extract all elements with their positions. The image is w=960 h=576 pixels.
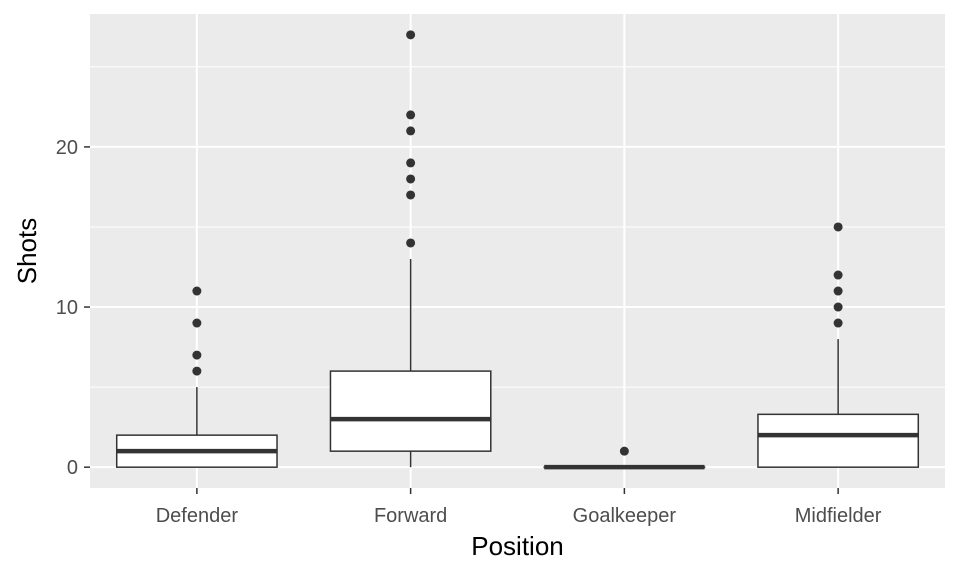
outlier-point [619,446,629,456]
x-tick-label: Goalkeeper [573,505,677,527]
outlier-point [833,222,843,232]
boxes-group [115,30,920,470]
iqr-box [757,413,920,468]
iqr-box [329,370,492,452]
x-tick-label: Forward [374,505,447,527]
y-tick-label: 10 [56,297,78,319]
y-axis-title: Shots [12,218,42,285]
y-axis: 0 10 20 [56,137,90,479]
outlier-point [406,238,416,248]
outlier-point [833,302,843,312]
box-defender [115,286,278,468]
x-tick-label: Defender [156,505,239,527]
x-tick-label: Midfielder [795,505,882,527]
box-goalkeeper [543,446,706,470]
outlier-point [192,286,202,296]
y-tick-label: 20 [56,137,78,159]
outlier-point [406,126,416,136]
outlier-point [406,174,416,184]
y-tick-label: 0 [67,457,78,479]
box-forward [329,30,492,468]
outlier-point [406,110,416,120]
x-axis-title: Position [471,531,564,561]
outlier-point [833,270,843,280]
x-axis: Defender Forward Goalkeeper Midfielder [156,488,882,527]
outlier-point [192,350,202,360]
outlier-point [833,318,843,328]
outlier-point [406,158,416,168]
outlier-point [833,286,843,296]
outlier-point [192,366,202,376]
outlier-point [192,318,202,328]
box-midfielder [757,222,920,468]
minor-gridlines [90,66,945,388]
outlier-point [406,30,416,40]
outlier-point [406,190,416,200]
plot-panel [90,14,945,488]
